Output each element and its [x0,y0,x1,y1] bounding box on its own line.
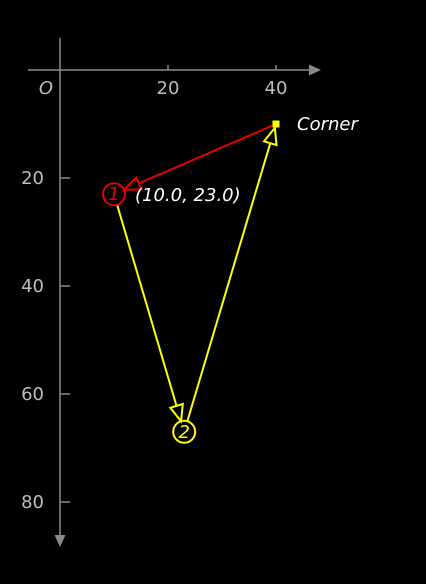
arrow-p2-to-corner [186,125,278,422]
y-tick-label: 80 [21,492,44,513]
y-axis-ticks: 20 40 60 80 [21,168,70,513]
arrows [116,124,278,424]
x-tick-label: 40 [265,78,288,99]
points: Corner 1 (10.0, 23.0) 2 [102,114,359,444]
point-2-number: 2 [178,422,189,443]
x-axis-ticks: 20 40 [157,65,288,99]
corner-label: Corner [297,114,359,135]
x-axis-arrowhead [309,64,321,76]
point-1-marker[interactable] [102,182,126,207]
arrow-head [262,125,278,147]
y-tick-label: 20 [21,168,44,189]
arrow-head [121,175,143,191]
point-2-marker[interactable] [172,419,197,444]
y-axis-arrowhead [54,535,66,547]
x-tick-label: 20 [157,78,180,99]
arrow-p1-to-p2 [116,204,184,424]
y-tick-label: 40 [21,276,44,297]
corner-point-marker[interactable] [272,120,280,128]
y-tick-label: 60 [21,384,44,405]
point-1-coordinate-label: (10.0, 23.0) [135,185,241,206]
arrow-shaft [138,124,273,185]
arrow-head [168,402,184,424]
point-1-number: 1 [108,184,119,205]
arrow-shaft [186,142,272,422]
origin-label: O [39,78,53,99]
arrow-shaft [116,204,178,407]
arrow-corner-to-p1 [121,124,273,191]
